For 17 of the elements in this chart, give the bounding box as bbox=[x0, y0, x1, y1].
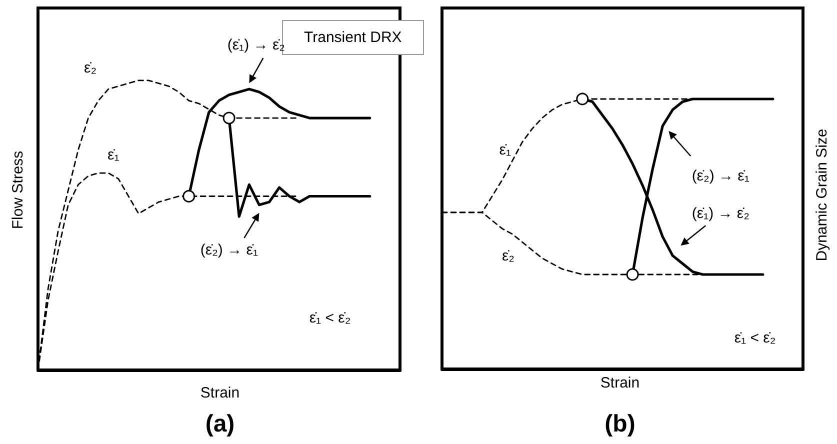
chart-title: Transient DRX bbox=[304, 29, 402, 46]
y-axis-title: Flow Stress bbox=[10, 150, 26, 230]
x-axis-title: Strain bbox=[600, 374, 640, 392]
series-label: ε̇₂ bbox=[502, 247, 515, 264]
annotation: ε̇₁ < ε̇₂ bbox=[734, 330, 776, 346]
legend-label: (ε̇₂) → ε̇₁ bbox=[692, 167, 750, 184]
series-label: ε̇₂ bbox=[84, 60, 97, 77]
annotation: ε̇₁ < ε̇₂ bbox=[309, 310, 351, 326]
text: (a) bbox=[205, 410, 235, 438]
series-label: ε̇₁ bbox=[499, 141, 512, 158]
text: (ε̇₁) → ε̇₂ bbox=[692, 205, 750, 222]
y-axis-title: Dynamic Grain Size bbox=[814, 128, 830, 262]
x-axis-title: Strain bbox=[200, 384, 240, 402]
text: (ε̇₁) → ε̇₂ bbox=[227, 36, 286, 54]
legend-label: (ε̇₂) → ε̇₁ bbox=[200, 241, 258, 258]
text: (b) bbox=[604, 410, 636, 438]
series-label: ε̇₁ bbox=[108, 146, 120, 164]
